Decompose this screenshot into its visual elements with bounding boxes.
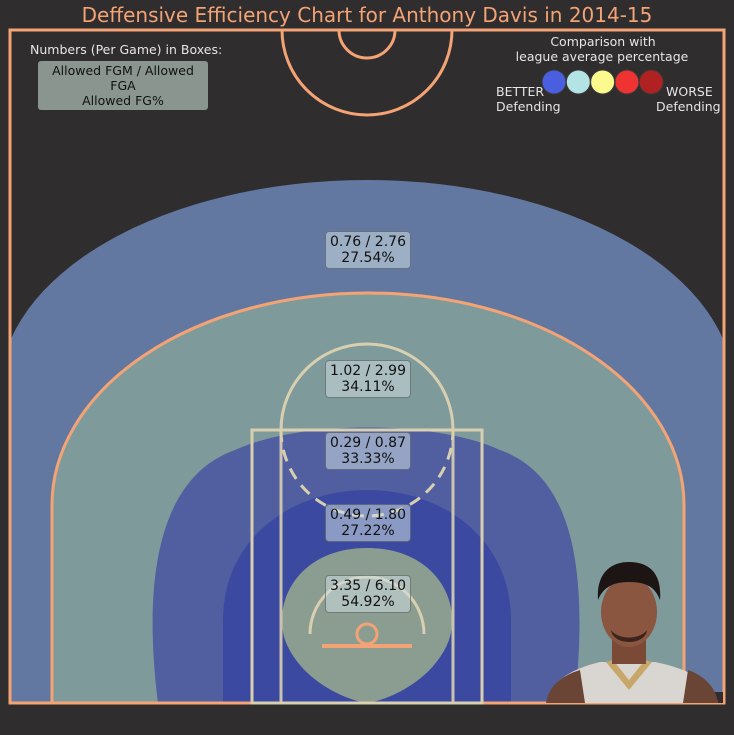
worse-line1: WORSE (666, 84, 713, 99)
legend-box-line1: Allowed FGM / Allowed FGA (52, 63, 194, 93)
player-photo (546, 562, 723, 703)
comparison-line2: league average percentage (515, 49, 689, 64)
zone-fg-pct: 27.22% (341, 523, 395, 539)
free-throw-circle-bottom (279, 429, 455, 518)
zone-fg-pct: 34.11% (341, 379, 395, 395)
zone-attempts: 3.35 / 6.10 (330, 578, 406, 594)
free-throw-circle-top (279, 342, 455, 431)
zone-label-0: 0.76 / 2.76 27.54% (325, 231, 411, 269)
zone-label-2: 0.29 / 0.87 33.33% (325, 432, 411, 470)
half-court-circle-outer (280, 29, 454, 117)
zone-attempts: 0.76 / 2.76 (330, 234, 406, 250)
comparison-line1: Comparison with (550, 34, 656, 49)
better-line2: Defending (496, 99, 561, 114)
zone-fg-pct: 27.54% (341, 250, 395, 266)
lane-inner (279, 428, 455, 705)
zone-attempts: 1.02 / 2.99 (330, 363, 406, 379)
better-line1: BETTER (496, 84, 545, 99)
worse-line2: Defending (656, 99, 721, 114)
three-point-line (50, 291, 686, 703)
zone-fg-pct: 33.33% (341, 451, 395, 467)
zone-label-3: 0.49 / 1.80 27.22% (325, 504, 411, 542)
half-court-circle-inner (337, 29, 397, 60)
chart-title: Deffensive Efficiency Chart for Anthony … (81, 3, 653, 27)
zone-attempts: 0.29 / 0.87 (330, 435, 406, 451)
legend-numbers-header: Numbers (Per Game) in Boxes: (30, 42, 223, 57)
zone-label-1: 1.02 / 2.99 34.11% (325, 360, 411, 398)
legend-box: Allowed FGM / Allowed FGA Allowed FG% (38, 61, 208, 110)
zone-attempts: 0.49 / 1.80 (330, 507, 406, 523)
legend-box-line2: Allowed FG% (82, 93, 164, 108)
zone-fg-pct: 54.92% (341, 594, 395, 610)
zone-label-4: 3.35 / 6.10 54.92% (325, 575, 411, 613)
